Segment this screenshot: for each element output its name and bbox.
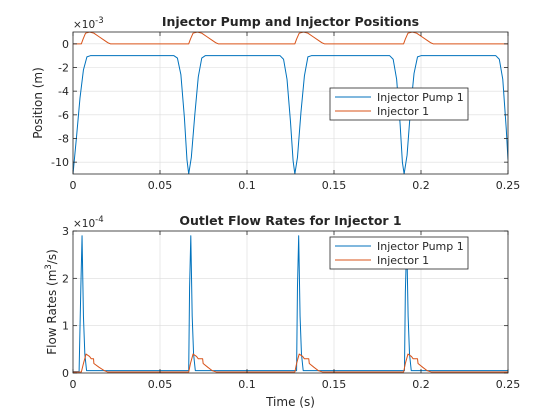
x-tick-label: 0.15 bbox=[322, 378, 347, 391]
x-tick-label: 0.05 bbox=[148, 179, 173, 192]
series-line-injector-1 bbox=[73, 353, 508, 373]
x-tick-label: 0.1 bbox=[238, 378, 256, 391]
axes-positions-ticks: 0 0.05 0.1 0.15 0.2 0.25 0 -2 -4 -6 -8 -10 bbox=[51, 32, 520, 192]
x-axis-label-flow-rates: Time (s) bbox=[265, 395, 315, 409]
y-axis-label-flow-rates-main: Flow Rates (m bbox=[45, 270, 59, 355]
legend-positions: Injector Pump 1 Injector 1 bbox=[329, 87, 469, 121]
axes-positions-box bbox=[72, 31, 509, 175]
y-axis-exponent-power-positions: -3 bbox=[95, 16, 103, 26]
y-tick-label: -4 bbox=[58, 85, 69, 98]
y-tick-label: 0 bbox=[62, 367, 69, 380]
legend-flow-rates: Injector Pump 1 Injector 1 bbox=[329, 236, 469, 270]
y-tick-label: 0 bbox=[62, 38, 69, 51]
y-axis-exponent-base-positions: ×10 bbox=[73, 19, 95, 31]
legend-positions-box bbox=[329, 87, 469, 121]
series-line-injector-pump-1 bbox=[73, 55, 508, 174]
y-axis-label-flow-rates-tail: /s) bbox=[45, 249, 59, 264]
x-tick-label: 0.05 bbox=[148, 378, 173, 391]
legend-flow-rates-box bbox=[329, 236, 469, 270]
x-tick-label: 0.2 bbox=[412, 179, 430, 192]
x-tick-label: 0 bbox=[70, 378, 77, 391]
x-tick-label: 0.25 bbox=[496, 179, 521, 192]
y-axis-label-flow-rates: Flow Rates (m3/s) bbox=[44, 249, 59, 355]
legend-label-injector-positions: Injector 1 bbox=[377, 105, 429, 118]
x-tick-label: 0.2 bbox=[412, 378, 430, 391]
chart-title-positions: Injector Pump and Injector Positions bbox=[162, 14, 419, 29]
legend-label-injector-flow-rates: Injector 1 bbox=[377, 254, 429, 267]
x-tick-label: 0.25 bbox=[496, 378, 521, 391]
axes-flow-rates-box bbox=[72, 230, 509, 374]
y-axis-exponent-power-flow-rates: -4 bbox=[95, 215, 103, 225]
y-axis-exponent-base-flow-rates: ×10 bbox=[73, 218, 95, 230]
x-tick-label: 0 bbox=[70, 179, 77, 192]
axes-positions: 0 0.05 0.1 0.15 0.2 0.25 0 -2 -4 -6 -8 -10 Injector… bbox=[31, 14, 520, 192]
axes-flow-rates-ticks: 0 0.05 0.1 0.15 0.2 0.25 0 1 2 3 bbox=[62, 225, 520, 391]
chart-title-flow-rates: Outlet Flow Rates for Injector 1 bbox=[179, 213, 401, 228]
y-tick-label: -8 bbox=[58, 133, 69, 146]
y-tick-label: 1 bbox=[62, 320, 69, 333]
y-tick-label: 3 bbox=[62, 225, 69, 238]
y-tick-label: -10 bbox=[51, 156, 69, 169]
y-tick-label: 2 bbox=[62, 272, 69, 285]
y-tick-label: -2 bbox=[58, 62, 69, 75]
y-axis-label-positions: Position (m) bbox=[31, 67, 45, 139]
x-tick-label: 0.15 bbox=[322, 179, 347, 192]
y-tick-label: -6 bbox=[58, 109, 69, 122]
legend-label-pump-flow-rates: Injector Pump 1 bbox=[377, 240, 464, 253]
y-axis-exponent-positions: ×10-3 bbox=[73, 16, 104, 31]
legend-label-pump-positions: Injector Pump 1 bbox=[377, 91, 464, 104]
x-tick-label: 0.1 bbox=[238, 179, 256, 192]
axes-flow-rates: 0 0.05 0.1 0.15 0.2 0.25 0 1 2 3 Outlet Flow Rate… bbox=[44, 213, 520, 409]
y-axis-label-flow-rates-sup: 3 bbox=[44, 264, 54, 269]
y-axis-exponent-flow-rates: ×10-4 bbox=[73, 215, 104, 230]
